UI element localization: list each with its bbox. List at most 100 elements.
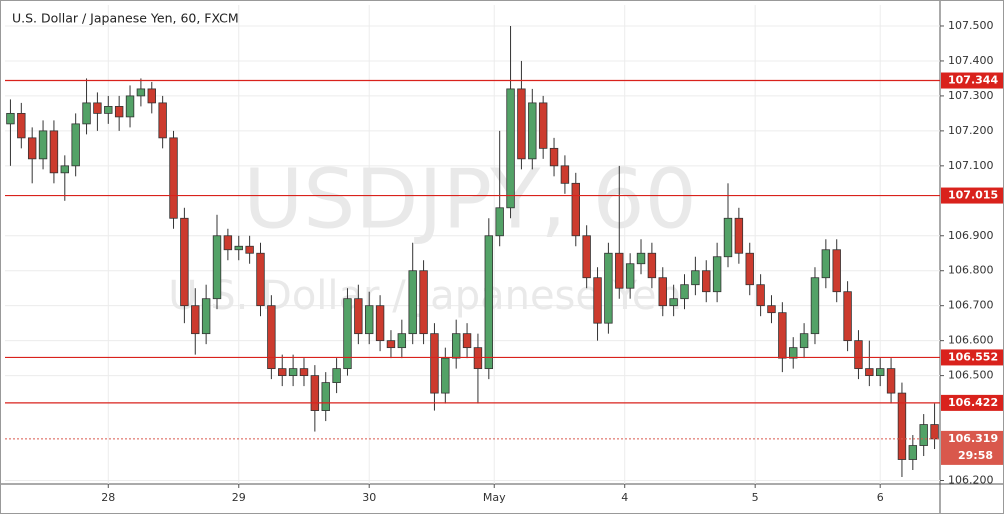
watermark: USDJPY, 60 bbox=[243, 152, 697, 247]
candle-body bbox=[60, 165, 70, 174]
candle-body bbox=[647, 252, 657, 279]
candle-body bbox=[201, 298, 211, 335]
candle-body bbox=[6, 112, 15, 125]
candle-body bbox=[451, 333, 461, 359]
candle-body bbox=[658, 277, 667, 307]
candle-body bbox=[136, 88, 146, 97]
candle-body bbox=[125, 95, 135, 118]
candle-body bbox=[245, 245, 254, 254]
candle-body bbox=[114, 105, 124, 118]
candle-body bbox=[691, 270, 700, 286]
y-tick-label: 107.400 bbox=[948, 54, 994, 67]
candle-body bbox=[712, 256, 722, 293]
candle-body bbox=[919, 424, 928, 446]
candle-body bbox=[191, 305, 200, 335]
candle-body bbox=[17, 112, 26, 139]
candle-body bbox=[223, 235, 233, 251]
candle-body bbox=[930, 424, 939, 440]
candle-body bbox=[484, 235, 494, 370]
candle-body bbox=[669, 298, 678, 307]
candle-body bbox=[169, 137, 178, 219]
candle-body bbox=[636, 252, 646, 265]
candle-body bbox=[82, 102, 91, 125]
candle-body bbox=[104, 105, 113, 114]
candle-body bbox=[38, 130, 48, 160]
candle-body bbox=[147, 88, 156, 104]
y-tick-label: 106.900 bbox=[948, 229, 994, 242]
x-tick-label: May bbox=[483, 491, 506, 504]
candle-body bbox=[538, 102, 548, 149]
candle-body bbox=[734, 217, 744, 254]
candle-body bbox=[430, 333, 439, 394]
countdown-label: 29:58 bbox=[958, 449, 993, 462]
x-tick-label: 28 bbox=[101, 491, 115, 504]
y-tick-label: 107.100 bbox=[948, 159, 994, 172]
y-tick-label: 107.300 bbox=[948, 89, 994, 102]
current-price-label: 106.319 bbox=[948, 432, 998, 445]
x-tick-label: 30 bbox=[362, 491, 376, 504]
candle-body bbox=[386, 340, 396, 349]
candle-body bbox=[789, 347, 798, 359]
candle-body bbox=[375, 305, 385, 342]
candle-body bbox=[180, 217, 189, 307]
candle-body bbox=[625, 263, 635, 289]
level-label-box bbox=[941, 187, 1003, 204]
candle-body bbox=[299, 368, 309, 377]
candle-body bbox=[702, 270, 711, 293]
candle-body bbox=[343, 298, 352, 370]
candle-body bbox=[278, 368, 287, 377]
candle-body bbox=[462, 333, 472, 349]
candle-body bbox=[756, 284, 765, 307]
candle-body bbox=[321, 382, 330, 411]
candle-body bbox=[571, 182, 580, 237]
plot bbox=[5, 25, 940, 478]
y-tick-label: 106.500 bbox=[948, 369, 994, 382]
candle-body bbox=[604, 252, 613, 324]
candle-body bbox=[234, 245, 243, 251]
candle-body bbox=[256, 252, 265, 307]
candle-body bbox=[365, 305, 374, 335]
chart-title: U.S. Dollar / Japanese Yen, 60, FXCM bbox=[12, 11, 239, 26]
candle-body bbox=[310, 375, 320, 411]
candle-body bbox=[799, 333, 809, 349]
candle-body bbox=[332, 368, 341, 384]
level-label: 106.422 bbox=[948, 396, 998, 409]
candle-body bbox=[810, 277, 820, 335]
candle-body bbox=[419, 270, 428, 335]
level-label-box bbox=[941, 349, 1003, 366]
candle-body bbox=[745, 252, 754, 286]
level-label: 107.015 bbox=[948, 189, 998, 202]
y-tick-label: 106.200 bbox=[948, 474, 994, 487]
candle-body bbox=[473, 347, 483, 370]
x-tick-label: 5 bbox=[752, 491, 759, 504]
candle-body bbox=[267, 305, 276, 370]
axis: 107.500 107.400 107.300 107.200 107.100 106.9… bbox=[101, 19, 1003, 504]
candle-body bbox=[93, 102, 102, 114]
candle-body bbox=[517, 88, 526, 160]
candle-body bbox=[767, 305, 776, 314]
candle-body bbox=[843, 291, 852, 342]
current-price-box bbox=[941, 430, 1003, 465]
candle-body bbox=[212, 235, 222, 300]
x-tick-label: 4 bbox=[621, 491, 628, 504]
level-label-box bbox=[941, 72, 1003, 89]
x-tick-label: 29 bbox=[232, 491, 246, 504]
candle-body bbox=[886, 368, 896, 394]
y-tick-label: 107.500 bbox=[948, 19, 994, 32]
candle-body bbox=[528, 102, 537, 160]
candle-body bbox=[288, 368, 298, 377]
candle-body bbox=[27, 137, 37, 160]
candle-body bbox=[821, 249, 831, 279]
candle-body bbox=[408, 270, 417, 335]
y-tick-label: 106.800 bbox=[948, 264, 994, 277]
candle-body bbox=[615, 252, 624, 289]
candle-body bbox=[397, 333, 407, 349]
candle-body bbox=[680, 284, 689, 300]
candle-body bbox=[495, 207, 504, 237]
candle-body bbox=[593, 277, 602, 324]
candle-body bbox=[506, 88, 515, 209]
candle-body bbox=[832, 249, 841, 293]
